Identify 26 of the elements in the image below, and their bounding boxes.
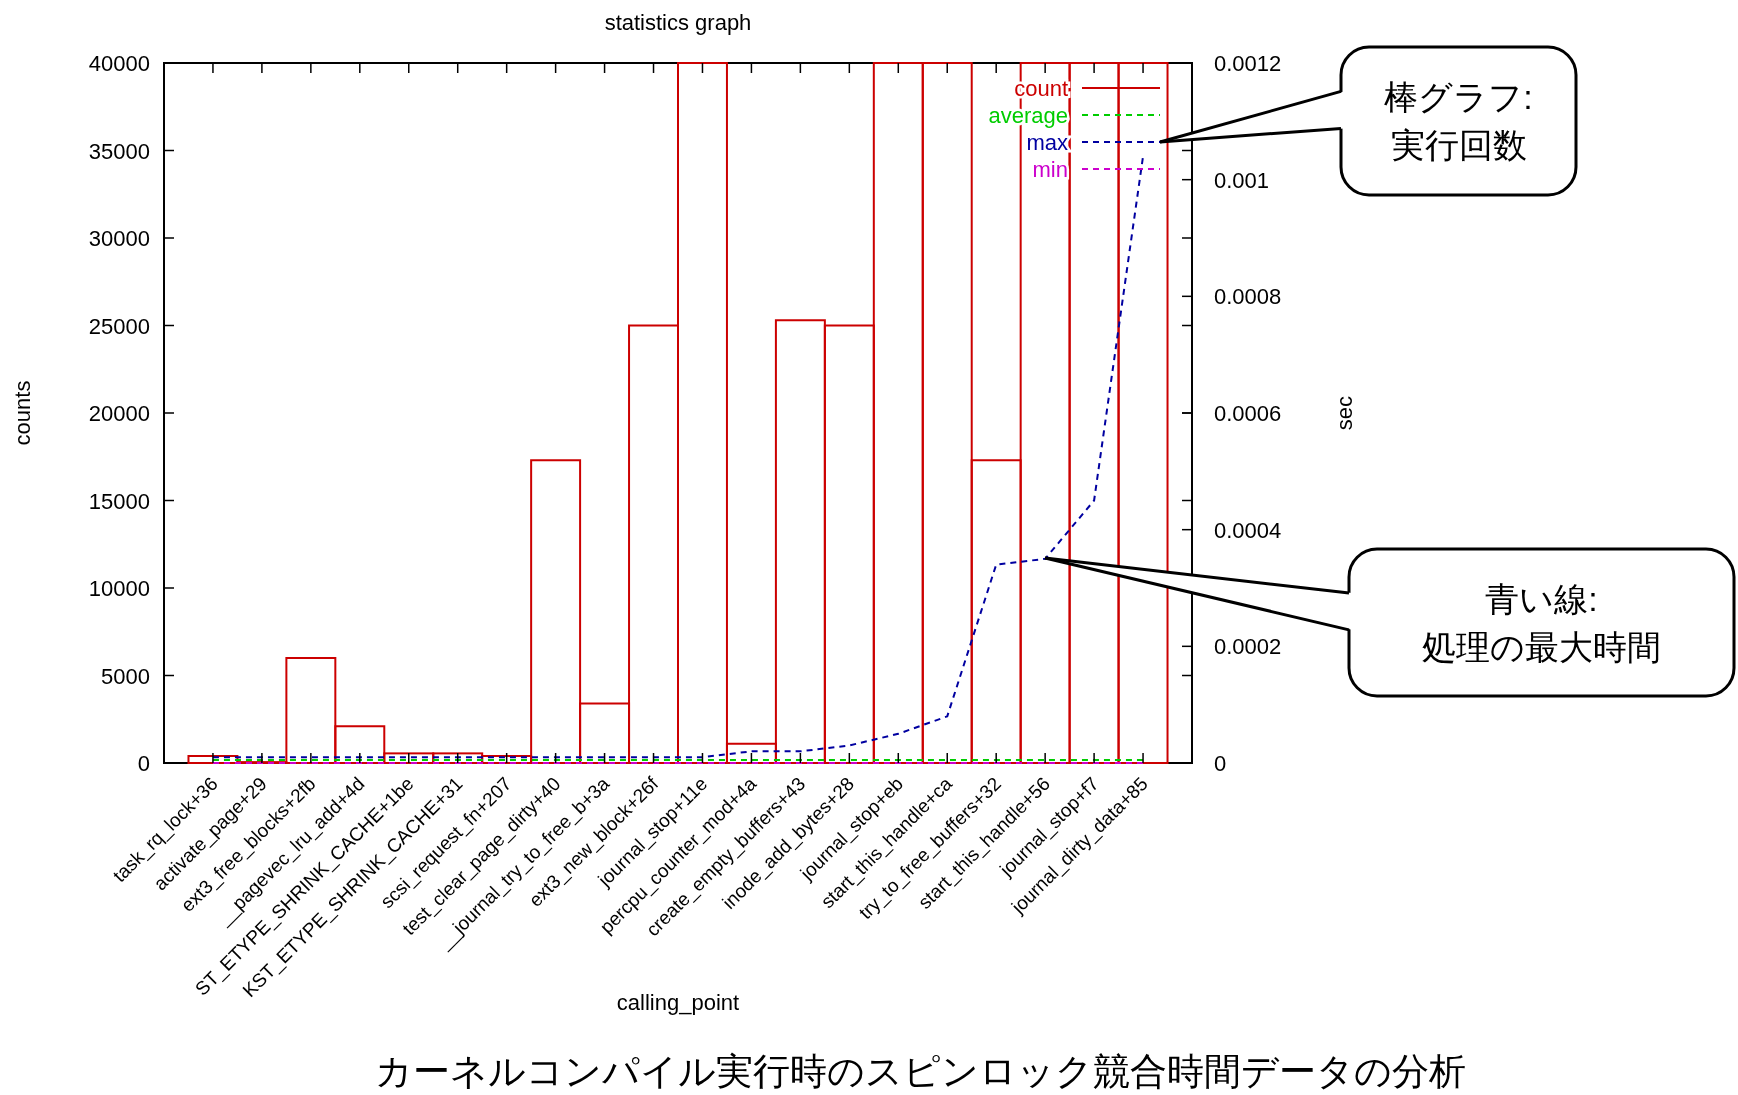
y-tick-label: 10000: [88, 576, 150, 601]
y2-axis-title: sec: [1332, 395, 1357, 431]
y2-tick-label: 0.0008: [1214, 284, 1282, 310]
bar: [187, 755, 239, 764]
y-tick-label: 30000: [88, 226, 150, 251]
y-axis-title: counts: [10, 380, 35, 446]
text: 青い線: 処理の最大時間: [1422, 579, 1661, 666]
y2-tick-label: 0.0004: [1214, 517, 1282, 543]
y2-tick-label: 0.0012: [1214, 51, 1282, 76]
text: カーネルコンパイル実行時のスピンロック競合時間データの分析: [374, 1051, 1466, 1092]
y2-tick-label: 0: [1214, 751, 1227, 776]
y2-tick-label: 0.001: [1214, 167, 1270, 193]
y-tick-label: 25000: [88, 313, 150, 339]
y-tick-label: 20000: [88, 401, 150, 426]
x-axis-title: calling_point: [616, 990, 740, 1015]
y2-tick-label: 0.0006: [1214, 401, 1282, 426]
y-tick-label: 15000: [88, 488, 150, 514]
y-tick-label: 0: [137, 751, 150, 776]
text: 棒グラフ: 実行回数: [1384, 78, 1533, 164]
legend-label: min: [1032, 157, 1068, 182]
y-tick-label: 35000: [88, 138, 150, 164]
y-tick-label: 5000: [101, 663, 150, 689]
legend-label: max: [1026, 130, 1068, 155]
y2-tick-label: 0.0002: [1214, 634, 1282, 660]
chart-title: statistics graph: [604, 10, 752, 35]
y-tick-label: 40000: [88, 51, 150, 76]
